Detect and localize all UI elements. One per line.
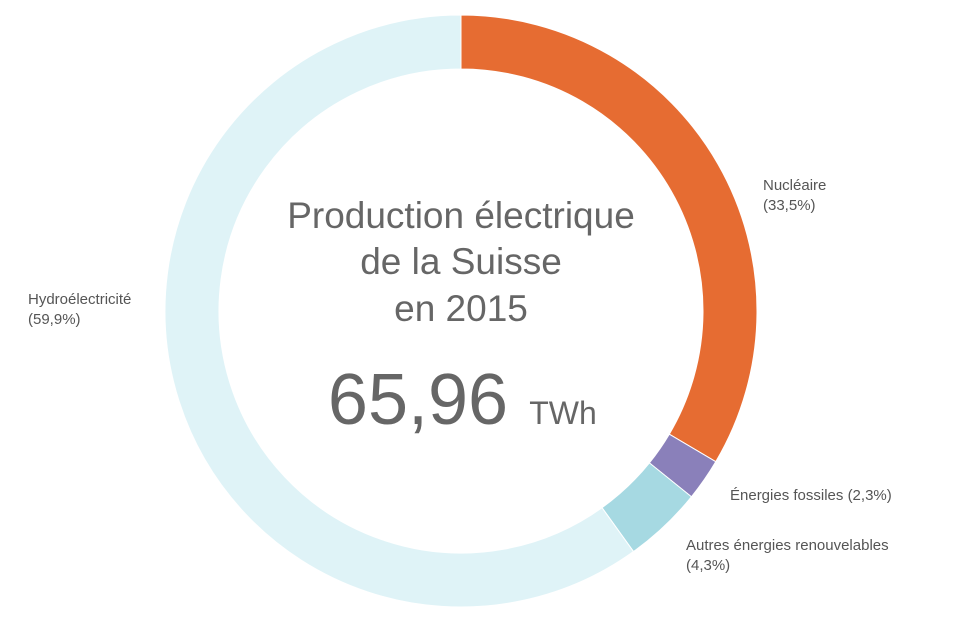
slice-3 [164, 14, 635, 608]
slice-0 [460, 14, 758, 463]
slice-label-nucleaire: Nucléaire [763, 177, 826, 194]
slice-percent-nucleaire: (33,5%) [763, 197, 816, 214]
donut-slices [164, 14, 758, 608]
slice-percent-fossiles: (2,3%) [848, 487, 892, 504]
title-line-2: de la Suisse [360, 241, 562, 282]
slice-label-autres: Autres énergies renouvelables [686, 537, 889, 554]
total-value: 65,96 [328, 360, 508, 440]
total-readout: 65,96 TWh [328, 360, 597, 440]
slice-label-fossiles: Énergies fossiles (2,3%) [730, 487, 892, 504]
slice-label-hydro: Hydroélectricité [28, 291, 131, 308]
total-unit: TWh [529, 395, 597, 431]
title-line-1: Production électrique [287, 195, 635, 236]
center-title: Production électrique de la Suisse en 20… [287, 195, 635, 329]
slice-labels: Nucléaire (33,5%) Énergies fossiles (2,3… [28, 177, 892, 574]
slice-percent-autres: (4,3%) [686, 557, 730, 574]
title-line-3: en 2015 [394, 288, 528, 329]
slice-percent-hydro: (59,9%) [28, 311, 81, 328]
slice-label-fossiles-name: Énergies fossiles [730, 487, 843, 504]
